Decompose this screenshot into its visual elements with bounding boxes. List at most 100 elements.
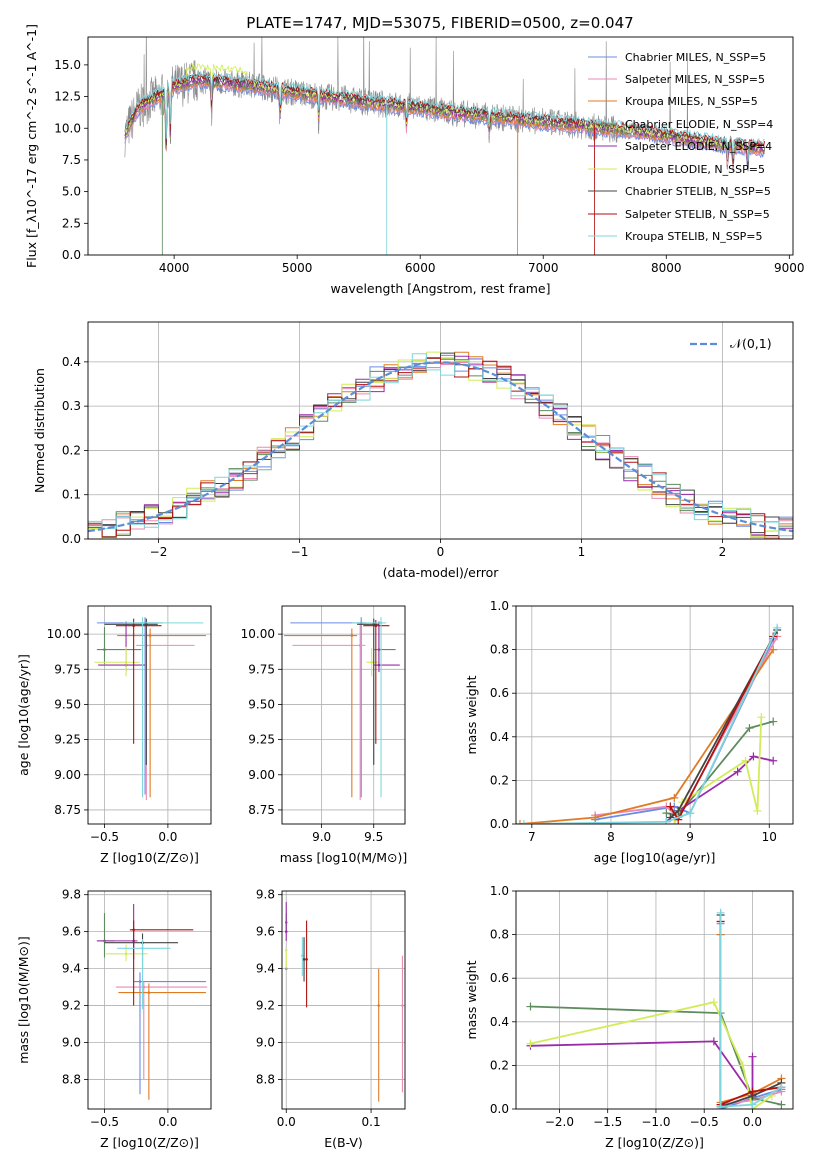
marker-kroupa-miles	[591, 813, 600, 822]
y-tick-label: 9.75	[248, 662, 275, 676]
marker-kroupa-elodie	[753, 806, 762, 815]
marker-kroupa-elodie	[738, 1061, 747, 1070]
marker-chabrier-elodie	[526, 1002, 535, 1011]
x-tick-label: 5000	[282, 261, 313, 275]
series-kroupa-stelib	[719, 912, 782, 1108]
point-kroupa-miles	[350, 634, 354, 637]
y-tick-label: 0.2	[490, 773, 509, 787]
y-tick-label: 9.00	[248, 768, 275, 782]
marker-kroupa-miles	[769, 645, 778, 654]
y-tick-label: 8.75	[248, 803, 275, 817]
y-tick-label: 9.0	[62, 1035, 81, 1049]
x-tick-label: 9.0	[312, 830, 331, 844]
point-salpeter-stelib	[132, 928, 135, 932]
y-tick-label: 8.75	[54, 803, 81, 817]
marker-kroupa-stelib	[716, 1102, 725, 1109]
y-tick-label: 9.50	[54, 697, 81, 711]
weight-vs-age-axes: 7 8 9 10 0.0 0.2 0.4 0.6 0.8 1.0	[490, 599, 793, 844]
series-salpeter-miles	[594, 636, 778, 819]
residuals-frame	[87, 321, 794, 540]
legend-label-chabrier-miles: Chabrier MILES, N_SSP=5	[625, 51, 766, 64]
model-salpeter-miles	[124, 81, 765, 169]
weight-vs-age-ylabel: mass weight	[464, 675, 479, 754]
residuals-ylabel: Normed distribution	[32, 368, 47, 493]
legend-label-chabrier-stelib: Chabrier STELIB, N_SSP=5	[625, 185, 771, 198]
y-tick-label: 0.6	[490, 686, 509, 700]
mass-vs-ebv-points	[284, 902, 404, 1102]
y-tick-label: 12.5	[54, 90, 81, 104]
age-vs-mass-frame	[281, 605, 406, 825]
point-chabrier-stelib	[302, 958, 306, 961]
marker-salpeter-elodie	[748, 1052, 757, 1061]
point-chabrier-stelib	[145, 622, 148, 626]
y-tick-label: 9.8	[62, 888, 81, 902]
residual-histogram-kroupa-elodie	[88, 351, 793, 539]
age-vs-Z-xlabel: Z [log10(Z/Z⊙)]	[100, 850, 199, 865]
x-tick-label: −1	[291, 545, 309, 559]
x-tick-label: 0.0	[158, 830, 177, 844]
marker-kroupa-stelib	[686, 809, 695, 818]
marker-salpeter-elodie	[709, 1037, 718, 1046]
y-tick-label: 0.3	[62, 399, 81, 413]
x-tick-label: −1.0	[641, 1115, 670, 1129]
point-kroupa-elodie	[284, 948, 288, 952]
y-tick-label: 1.0	[490, 884, 509, 898]
residual-histograms	[88, 351, 793, 539]
residuals-legend: 𝒩(0,1)	[690, 336, 772, 351]
marker-salpeter-elodie	[733, 767, 742, 776]
y-tick-label: 0.2	[62, 443, 81, 457]
x-tick-label: 4000	[159, 261, 190, 275]
mass-vs-ebv-xlabel: E(B-V)	[324, 1135, 363, 1150]
x-tick-label: 9	[686, 830, 694, 844]
point-kroupa-miles	[377, 1004, 381, 1007]
marker-kroupa-stelib	[777, 1083, 786, 1092]
y-tick-label: 0.8	[490, 643, 509, 657]
marker-kroupa-stelib	[716, 908, 725, 917]
marker-chabrier-elodie	[745, 724, 754, 733]
y-tick-label: 0.1	[62, 488, 81, 502]
spectrum-axes: 4000 5000 6000 7000 8000 9000 0.0 2.5 5.0 7.5 10.0…	[54, 58, 804, 275]
series-kroupa-stelib	[523, 627, 779, 824]
point-kroupa-miles	[148, 634, 152, 637]
normal-curve	[88, 361, 793, 533]
point-kroupa-stelib	[141, 621, 144, 625]
residual-histogram-kroupa-stelib	[88, 353, 793, 537]
y-tick-label: 2.5	[62, 216, 81, 230]
y-tick-label: 0.6	[490, 971, 509, 985]
marker-kroupa-miles	[670, 793, 679, 802]
y-tick-label: 0.0	[62, 248, 81, 262]
legend-label-chabrier-elodie: Chabrier ELODIE, N_SSP=4	[625, 118, 773, 131]
y-tick-label: 9.8	[256, 888, 275, 902]
weight-vs-age-series	[516, 623, 782, 824]
x-tick-label: −0.5	[690, 1115, 719, 1129]
marker-salpeter-elodie	[769, 756, 778, 765]
normal-curve-label: 𝒩(0,1)	[730, 336, 772, 351]
y-tick-label: 10.00	[47, 627, 81, 641]
x-tick-label: 7	[528, 830, 536, 844]
marker-kroupa-elodie	[757, 713, 766, 722]
y-tick-label: 9.25	[54, 733, 81, 747]
observed-spectrum	[124, 37, 755, 172]
marker-salpeter-elodie	[749, 752, 758, 761]
marker-chabrier-elodie	[777, 1100, 786, 1109]
mass-vs-Z-points	[96, 903, 208, 1100]
x-tick-label: 8	[607, 830, 615, 844]
x-tick-label: 9.5	[364, 830, 383, 844]
mass-vs-Z-ylabel: mass [log10(M/M⊙)]	[16, 936, 31, 1064]
x-tick-label: 0.1	[362, 1115, 381, 1129]
y-tick-label: 0.0	[62, 532, 81, 546]
y-tick-label: 8.8	[62, 1072, 81, 1086]
x-tick-label: −0.5	[90, 1115, 119, 1129]
legend-label-salpeter-stelib: Salpeter STELIB, N_SSP=5	[625, 208, 770, 221]
age-vs-Z-axes: −0.5 0.0 8.75 9.00 9.25 9.50 9.75 10.00	[47, 606, 211, 844]
y-tick-label: 9.75	[54, 662, 81, 676]
age-vs-mass-axes: 9.0 9.5 8.75 9.00 9.25 9.50 9.75 10.00	[241, 606, 405, 844]
age-vs-Z-ylabel: age [log10(age/yr)]	[16, 654, 31, 776]
marker-salpeter-stelib	[748, 1087, 757, 1096]
x-tick-label: 0.0	[277, 1115, 296, 1129]
point-kroupa-stelib	[301, 954, 304, 957]
x-tick-label: 2	[719, 545, 727, 559]
weight-vs-Z-xlabel: Z [log10(Z/Z⊙)]	[605, 1135, 704, 1150]
point-salpeter-elodie	[284, 930, 288, 933]
